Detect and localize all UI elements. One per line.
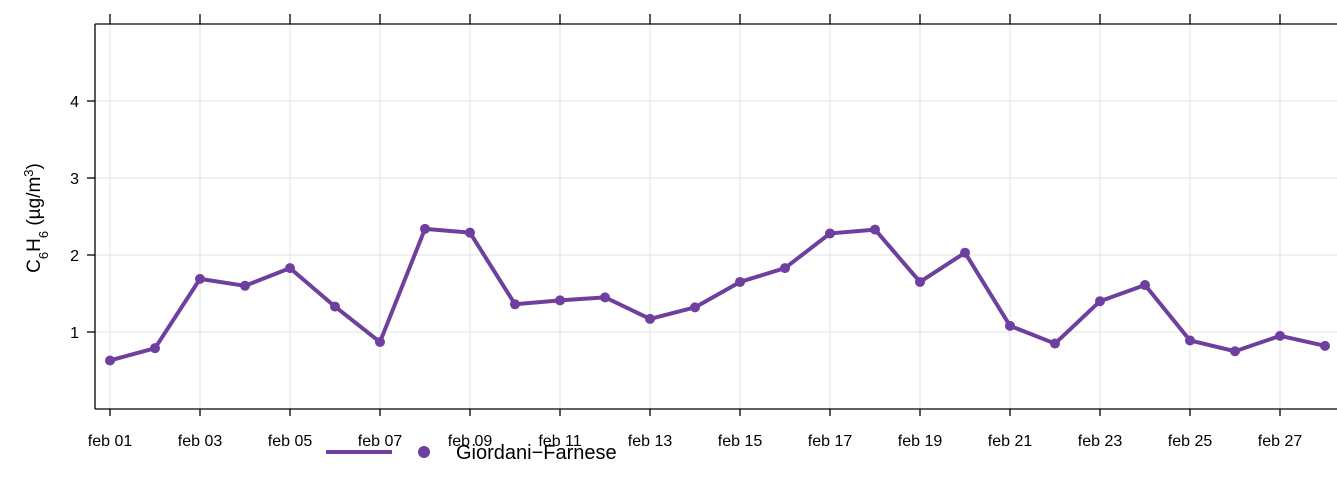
y-label-sub1: 6 (36, 252, 51, 259)
data-point (330, 301, 340, 312)
data-point (105, 355, 115, 366)
data-point (780, 263, 790, 274)
y-label-unit-open: (µg/m (24, 177, 45, 231)
data-point (1185, 335, 1195, 346)
x-tick-label: feb 13 (628, 433, 673, 450)
data-point (465, 227, 475, 238)
data-point (915, 276, 925, 287)
data-point (870, 224, 880, 235)
data-point (285, 263, 295, 274)
data-point (1140, 280, 1150, 291)
data-point (645, 313, 655, 324)
legend: Giordani−Farnese (326, 442, 617, 464)
series-line (108, 226, 1327, 363)
data-point (240, 280, 250, 291)
y-label-mid: H (24, 238, 45, 252)
data-point (420, 223, 430, 234)
x-tick-label: feb 19 (898, 433, 943, 450)
data-point (510, 299, 520, 310)
data-point (375, 337, 385, 348)
data-point (960, 247, 970, 258)
x-tick-label: feb 03 (178, 433, 223, 450)
x-tick-label: feb 01 (88, 433, 133, 450)
axes (94, 23, 1337, 410)
legend-marker (418, 446, 430, 458)
data-point (690, 302, 700, 313)
data-point (600, 292, 610, 303)
data-point (1320, 340, 1330, 351)
y-label-sub2: 6 (36, 231, 51, 238)
x-tick-label: feb 23 (1078, 433, 1123, 450)
x-tick-label: feb 21 (988, 433, 1033, 450)
x-tick-label: feb 11 (538, 433, 581, 450)
x-tick-label: feb 05 (268, 433, 313, 450)
x-tick-label: feb 15 (718, 433, 763, 450)
y-label-main: C (24, 259, 45, 273)
series-layer (105, 223, 1330, 366)
x-axis: feb 01 feb 03 feb 05 feb 07 feb 09 feb 11 feb … (88, 14, 1303, 450)
grid (95, 24, 1337, 409)
data-point (555, 295, 565, 306)
y-tick-label: 3 (70, 171, 79, 188)
y-axis: 1 2 3 4 (70, 94, 95, 342)
data-point (195, 273, 205, 284)
x-tick-label: feb 17 (808, 433, 853, 450)
legend-label: Giordani−Farnese (456, 442, 617, 464)
y-label-unit-close: ) (24, 163, 45, 169)
data-point (735, 276, 745, 287)
data-point (1005, 320, 1015, 331)
data-point (1230, 346, 1240, 357)
y-label-sup: 3 (21, 169, 36, 176)
data-point (150, 343, 160, 354)
data-point (1095, 296, 1105, 307)
y-axis-label: C6H6 (µg/m3) (21, 163, 51, 273)
data-point (1275, 330, 1285, 341)
x-tick-label: feb 25 (1168, 433, 1213, 450)
y-tick-label: 1 (70, 325, 79, 342)
y-tick-label: 2 (70, 248, 79, 265)
x-tick-label: feb 27 (1258, 433, 1303, 450)
data-point (1050, 338, 1060, 349)
y-tick-label: 4 (70, 94, 79, 111)
data-point (825, 228, 835, 239)
x-tick-label: feb 07 (358, 433, 403, 450)
x-tick-label: feb 09 (448, 433, 493, 450)
